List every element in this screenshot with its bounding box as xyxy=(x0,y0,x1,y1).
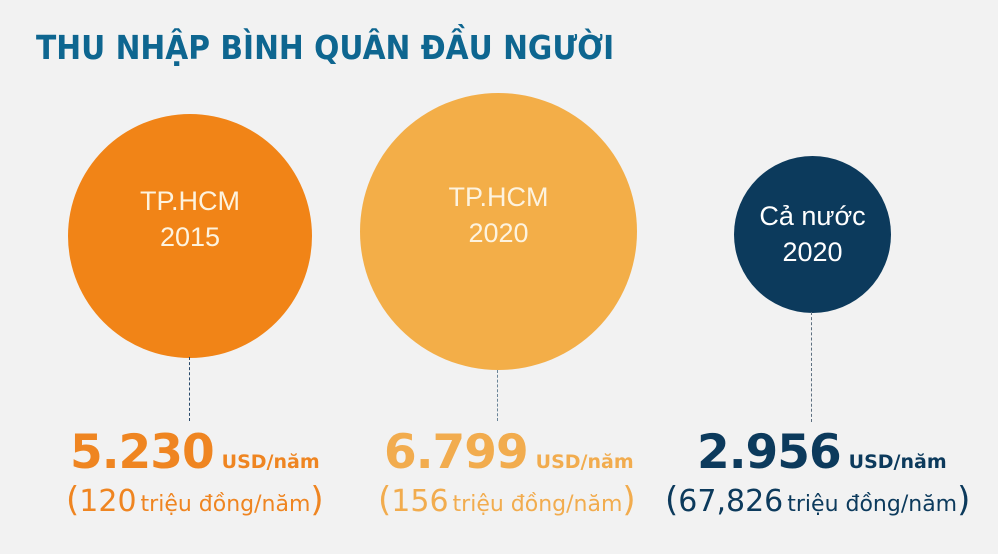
value-number: 5.230 xyxy=(70,425,215,480)
value-vnd: (156 triệu đồng/năm) xyxy=(378,480,636,520)
dotted-connector xyxy=(497,370,498,421)
vnd-unit: triệu đồng/năm xyxy=(140,492,311,517)
value-number: 6.799 xyxy=(384,425,529,480)
dotted-connector xyxy=(189,357,190,421)
bubble-label-line2: 2020 xyxy=(782,236,843,267)
open-paren: ( xyxy=(66,480,80,520)
bubble-label-line2: 2020 xyxy=(468,217,529,248)
close-paren: ) xyxy=(622,480,636,520)
value-usd: 6.799 USD/năm xyxy=(384,425,634,480)
vnd-number: 156 xyxy=(391,484,449,519)
value-usd: 2.956 USD/năm xyxy=(697,425,947,480)
close-paren: ) xyxy=(957,480,971,520)
bubble-label-line1: TP.HCM xyxy=(139,186,240,216)
bubble-label-line1: TP.HCM xyxy=(448,181,549,212)
bubble-label-line2: 2015 xyxy=(159,222,221,252)
value-usd: 5.230 USD/năm xyxy=(70,425,320,480)
value-unit: USD/năm xyxy=(535,451,634,473)
open-paren: ( xyxy=(378,480,392,520)
value-unit: USD/năm xyxy=(221,451,320,473)
close-paren: ) xyxy=(310,480,324,520)
chart-title: THU NHẬP BÌNH QUÂN ĐẦU NGƯỜI xyxy=(36,28,615,67)
bubble-national-2020: Cả nước 2020 xyxy=(734,156,891,313)
vnd-unit: triệu đồng/năm xyxy=(452,492,623,517)
bubble-hcm-2015: TP.HCM 2015 xyxy=(68,114,312,358)
vnd-number: 67,826 xyxy=(678,484,784,519)
value-vnd: (120 triệu đồng/năm) xyxy=(66,480,324,520)
bubble-label-line1: Cả nước xyxy=(759,200,866,231)
dotted-connector xyxy=(811,312,812,422)
value-number: 2.956 xyxy=(697,425,842,480)
value-unit: USD/năm xyxy=(848,451,947,473)
vnd-unit: triệu đồng/năm xyxy=(787,492,958,517)
open-paren: ( xyxy=(665,480,679,520)
bubble-hcm-2020: TP.HCM 2020 xyxy=(360,93,637,370)
vnd-number: 120 xyxy=(79,484,137,519)
value-vnd: (67,826 triệu đồng/năm) xyxy=(665,480,970,520)
